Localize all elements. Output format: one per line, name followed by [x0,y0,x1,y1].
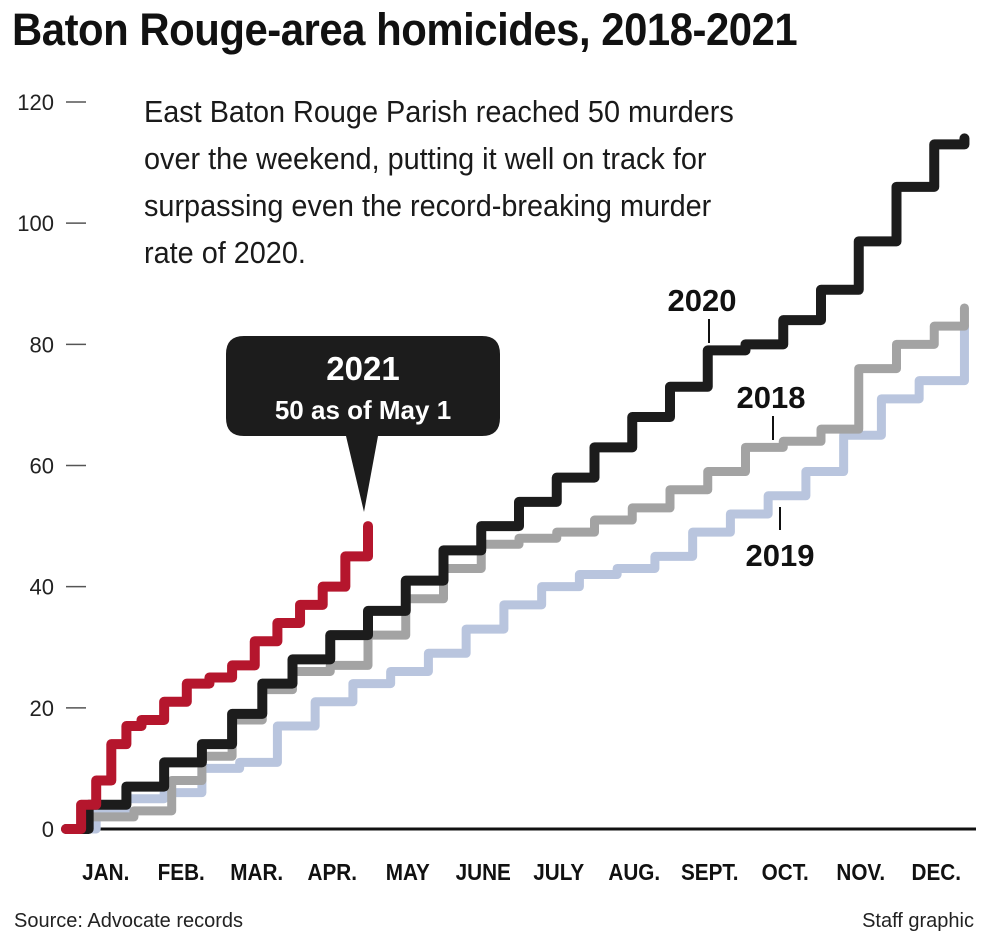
series-label-2018: 2018 [737,380,806,415]
x-tick-label: SEPT. [681,859,739,885]
chart-subtitle: East Baton Rouge Parish reached 50 murde… [144,94,734,270]
y-tick-label: 100 [17,211,54,236]
series-layer [61,133,970,834]
x-tick-label: JUNE [456,859,511,885]
y-axis: 0 20 40 60 80 100 120 [17,90,86,842]
callout-text: 50 as of May 1 [275,395,451,425]
x-tick-label: NOV. [836,859,885,885]
series-label-2020: 2020 [668,283,737,318]
y-tick-label: 40 [30,575,54,600]
credit-note: Staff graphic [862,910,974,932]
x-tick-label: MAY [386,859,430,885]
source-note: Source: Advocate records [14,910,244,932]
x-tick-label: JAN. [82,859,129,885]
y-tick-label: 80 [30,332,54,357]
series-line-2020 [61,133,970,834]
callout-2021: 2021 50 as of May 1 [226,336,500,512]
x-tick-label: DEC. [912,859,961,885]
x-axis: JAN. FEB. MAR. APR. MAY JUNE JULY AUG. SEPT. OCT.… [62,827,976,885]
x-tick-label: JULY [533,859,584,885]
callout-bubble [226,336,500,512]
x-tick-label: OCT. [762,859,809,885]
x-tick-label: APR. [308,859,357,885]
y-tick-label: 60 [30,454,54,479]
series-line-2021 [61,521,373,834]
y-tick-label: 20 [30,696,54,721]
chart-title: Baton Rouge-area homicides, 2018-2021 [12,4,798,55]
series-labels: 2018 2019 2020 [668,283,815,573]
y-tick-label: 120 [17,90,54,115]
callout-year: 2021 [326,350,399,387]
x-tick-label: AUG. [608,859,660,885]
y-tick-label: 0 [42,817,54,842]
series-line-2018 [61,303,969,834]
series-label-2019: 2019 [746,538,815,573]
x-tick-label: MAR. [230,859,283,885]
x-tick-label: FEB. [158,859,205,885]
